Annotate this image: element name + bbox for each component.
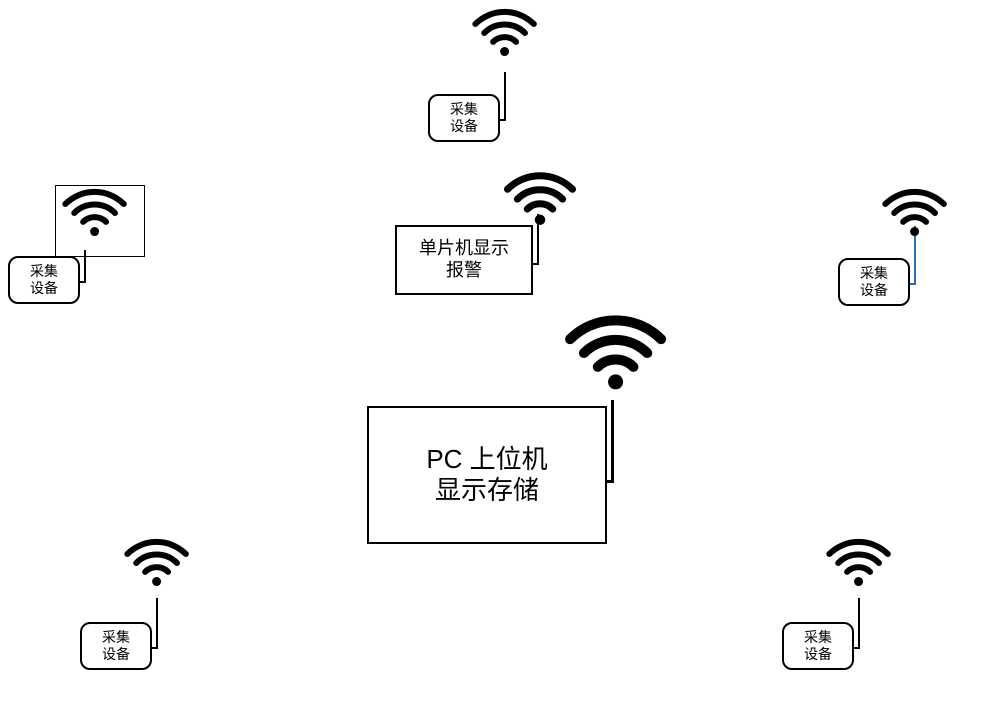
device-bottom-left-antenna — [156, 598, 158, 648]
device-top-wifi-icon — [465, 0, 544, 71]
device-left-wifi-icon — [55, 166, 134, 250]
device-left-antenna-stub — [80, 281, 86, 283]
device-top-label: 采集 设备 — [450, 101, 478, 135]
device-bottom-right-wifi-icon — [819, 516, 898, 600]
diagram-canvas: 采集 设备采集 设备单片机显示 报警采集 设备PC 上位机 显示存储采集 设备采… — [0, 0, 1000, 714]
mcu-center-label: 单片机显示 报警 — [419, 238, 509, 281]
pc-host-wifi-icon — [554, 280, 677, 408]
mcu-center-wifi-icon — [496, 147, 584, 240]
device-right-label: 采集 设备 — [860, 265, 888, 299]
device-bottom-left-antenna-stub — [152, 647, 158, 649]
device-right-wifi-icon — [875, 166, 954, 250]
device-bottom-left-label: 采集 设备 — [102, 629, 130, 663]
device-right-antenna-stub — [910, 283, 916, 285]
device-bottom-right-antenna — [858, 598, 860, 648]
pc-host-antenna — [611, 400, 614, 482]
device-left-antenna — [84, 250, 86, 282]
device-left-label: 采集 设备 — [30, 263, 58, 297]
device-bottom-right-label: 采集 设备 — [804, 629, 832, 663]
device-bottom-right-box: 采集 设备 — [782, 622, 854, 670]
device-top-box: 采集 设备 — [428, 94, 500, 142]
mcu-center-antenna-stub — [533, 263, 539, 265]
device-bottom-left-wifi-icon — [117, 516, 196, 600]
device-left-box: 采集 设备 — [8, 256, 80, 304]
device-top-antenna-stub — [500, 119, 506, 121]
pc-host-label: PC 上位机 显示存储 — [426, 444, 547, 506]
device-top-antenna — [504, 72, 506, 120]
device-right-box: 采集 设备 — [838, 258, 910, 306]
pc-host-antenna-stub — [607, 480, 614, 483]
pc-host-box: PC 上位机 显示存储 — [367, 406, 607, 544]
device-bottom-left-box: 采集 设备 — [80, 622, 152, 670]
device-bottom-right-antenna-stub — [854, 647, 860, 649]
